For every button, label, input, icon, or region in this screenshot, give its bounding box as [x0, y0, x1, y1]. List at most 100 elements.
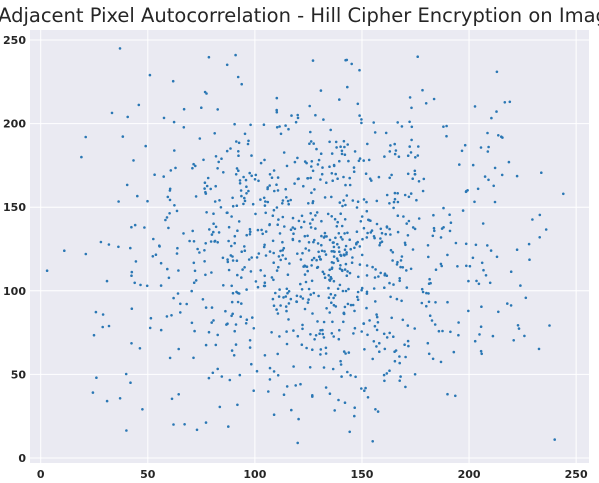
scatter-point: [368, 319, 371, 322]
scatter-point: [292, 329, 295, 332]
scatter-point: [202, 158, 205, 162]
scatter-point: [165, 216, 169, 219]
scatter-point: [264, 230, 268, 233]
scatter-point: [406, 234, 410, 237]
scatter-point: [340, 268, 344, 272]
scatter-point: [130, 270, 134, 274]
scatter-point: [259, 161, 263, 165]
scatter-point: [237, 150, 240, 153]
scatter-point: [179, 302, 182, 306]
scatter-point: [430, 319, 434, 322]
scatter-point: [312, 291, 316, 295]
scatter-point: [330, 215, 334, 218]
scatter-point: [260, 228, 263, 232]
scatter-point: [240, 194, 243, 198]
scatter-point: [358, 245, 362, 248]
scatter-point: [300, 226, 303, 229]
scatter-point: [433, 229, 436, 233]
scatter-point: [263, 281, 267, 285]
scatter-point: [276, 223, 280, 226]
scatter-point: [214, 343, 218, 347]
scatter-point: [365, 306, 368, 310]
scatter-point: [398, 379, 402, 383]
scatter-point: [291, 226, 295, 229]
scatter-point: [231, 259, 235, 262]
scatter-point: [425, 291, 428, 295]
scatter-point: [275, 206, 279, 209]
scatter-point: [214, 184, 217, 188]
scatter-point: [313, 238, 316, 242]
scatter-point: [362, 226, 366, 230]
x-tick-label: 150: [350, 468, 373, 481]
scatter-point: [392, 200, 396, 204]
scatter-point: [486, 244, 489, 247]
scatter-point: [144, 144, 147, 148]
scatter-point: [340, 149, 344, 153]
scatter-point: [192, 162, 195, 166]
scatter-point: [237, 154, 240, 157]
scatter-point: [306, 177, 309, 180]
scatter-point: [270, 276, 274, 279]
scatter-point: [319, 353, 322, 356]
scatter-point: [273, 189, 276, 193]
scatter-point: [339, 212, 343, 215]
scatter-point: [220, 157, 223, 160]
scatter-point: [105, 399, 109, 403]
scatter-point: [333, 294, 337, 297]
scatter-point: [392, 206, 395, 210]
scatter-point: [319, 348, 323, 351]
scatter-point: [234, 173, 238, 176]
scatter-point: [271, 297, 275, 301]
x-tick-label: 50: [140, 468, 156, 481]
scatter-point: [236, 229, 239, 232]
scatter-point: [409, 267, 413, 271]
scatter-point: [321, 332, 325, 336]
scatter-point: [311, 348, 314, 352]
scatter-point: [279, 304, 282, 307]
scatter-point: [309, 130, 312, 134]
scatter-point: [393, 152, 397, 156]
scatter-point: [527, 242, 531, 246]
scatter-point: [330, 195, 333, 199]
scatter-point: [486, 131, 489, 135]
scatter-point: [440, 264, 444, 268]
scatter-point: [507, 160, 511, 164]
scatter-point: [495, 110, 498, 113]
scatter-point: [303, 234, 307, 238]
scatter-point: [460, 149, 464, 153]
scatter-point: [159, 284, 163, 287]
scatter-point: [414, 156, 417, 159]
scatter-point: [130, 342, 133, 345]
scatter-point: [228, 378, 232, 382]
scatter-point: [309, 293, 313, 296]
scatter-point: [212, 212, 215, 215]
scatter-point: [294, 384, 298, 387]
scatter-point: [275, 183, 278, 186]
scatter-point: [303, 307, 307, 311]
scatter-point: [310, 191, 313, 195]
scatter-point: [369, 219, 372, 222]
scatter-point: [338, 201, 342, 204]
scatter-point: [483, 175, 487, 178]
scatter-point: [263, 204, 267, 207]
scatter-point: [162, 116, 166, 120]
scatter-point: [107, 324, 111, 328]
scatter-point: [376, 410, 380, 413]
scatter-point: [212, 222, 215, 225]
scatter-point: [388, 202, 391, 205]
scatter-point: [330, 266, 334, 270]
scatter-point: [212, 230, 215, 234]
scatter-point: [338, 250, 341, 253]
scatter-point: [335, 257, 339, 260]
scatter-point: [285, 287, 289, 291]
scatter-point: [314, 334, 318, 337]
scatter-point: [448, 213, 451, 216]
scatter-point: [553, 438, 556, 441]
scatter-point: [310, 160, 314, 163]
scatter-point: [365, 236, 369, 239]
scatter-point: [325, 181, 328, 184]
scatter-point: [214, 225, 218, 229]
scatter-point: [312, 142, 316, 145]
scatter-point: [117, 200, 120, 203]
scatter-point: [326, 212, 330, 216]
